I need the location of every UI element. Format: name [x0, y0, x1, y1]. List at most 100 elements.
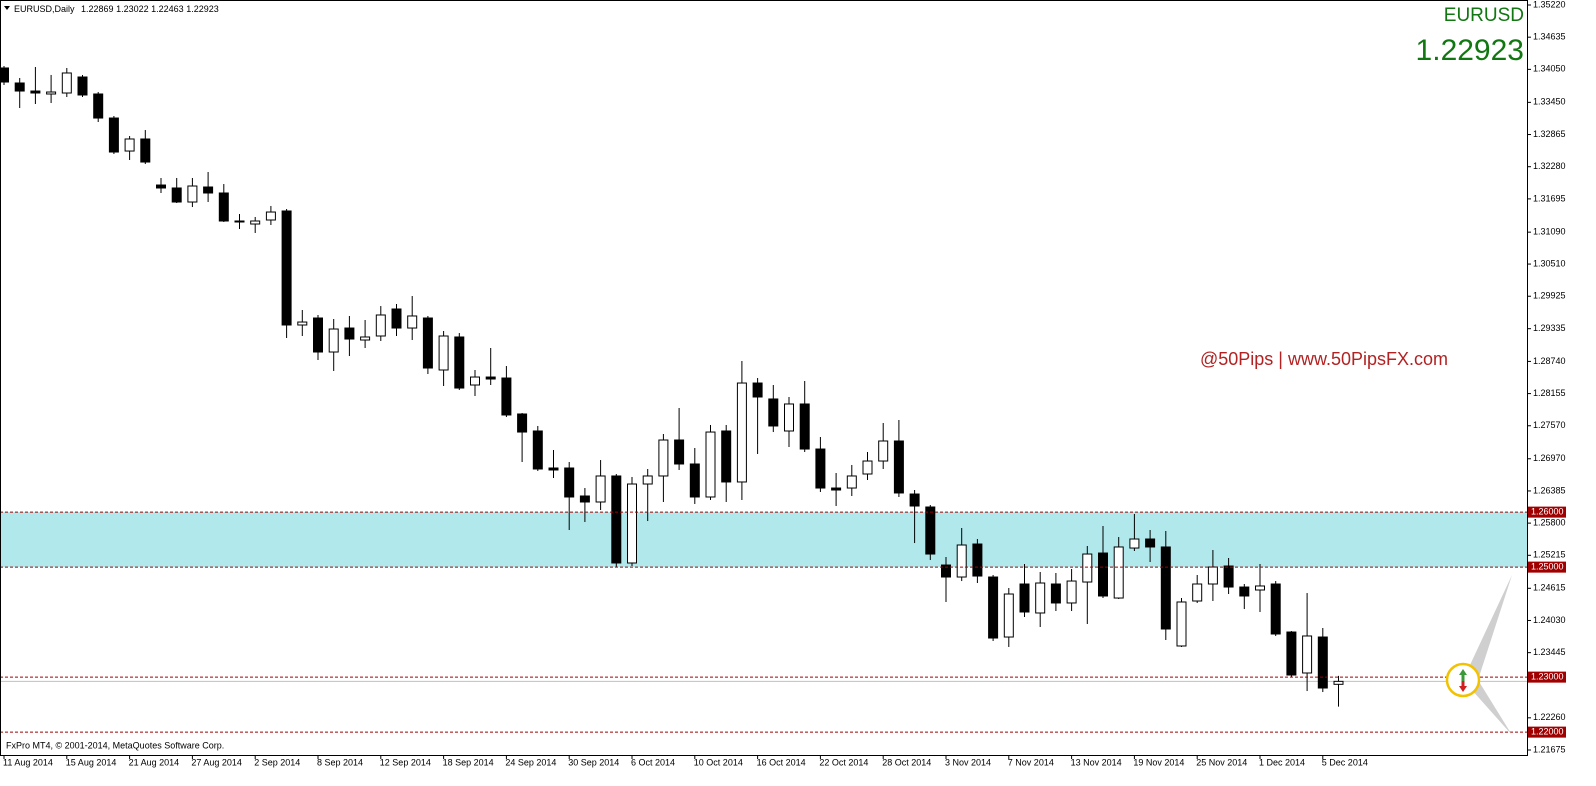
candle-body — [532, 430, 543, 470]
x-tick-label: 11 Aug 2014 — [3, 757, 53, 767]
candle-body — [265, 211, 276, 221]
candle-body — [627, 483, 637, 564]
candle-body — [501, 377, 512, 416]
y-tick-label: 1.31695 — [1533, 193, 1566, 203]
candle-body — [234, 220, 245, 223]
candle-body — [705, 431, 716, 498]
candle-body — [61, 72, 72, 94]
x-tick-label: 13 Nov 2014 — [1071, 757, 1122, 767]
candle-body — [140, 138, 151, 163]
candle-body — [407, 315, 418, 329]
candle-body — [1239, 586, 1250, 597]
candle-body — [595, 475, 606, 503]
candle-body — [46, 91, 57, 95]
x-tick-label: 18 Sep 2014 — [443, 757, 494, 767]
y-tick-label: 1.31090 — [1533, 227, 1566, 237]
axis-layer: 1.35220 1.34635 1.34050 1.33450 1.32865 1.322… — [0, 0, 1566, 767]
candle-body — [1035, 582, 1046, 614]
y-tick-label: 1.29925 — [1533, 291, 1566, 301]
x-tick-label: 7 Nov 2014 — [1008, 757, 1054, 767]
candle-body — [1113, 546, 1124, 599]
footer: FxPro MT4, © 2001-2014, MetaQuotes Softw… — [6, 740, 224, 750]
candle-body — [658, 439, 669, 477]
price-zone — [0, 512, 1527, 568]
candle-body — [470, 376, 480, 386]
header-open: 1.22869 — [81, 4, 114, 14]
candle-body — [1223, 565, 1234, 588]
candle-body — [171, 187, 182, 203]
candle-body — [1129, 538, 1140, 549]
candle-body — [30, 90, 41, 94]
y-tick-label: 1.32280 — [1533, 161, 1566, 171]
candle-body — [1098, 552, 1108, 597]
x-tick-label: 12 Sep 2014 — [380, 757, 431, 767]
candle-body — [1317, 636, 1328, 689]
header-close: 1.22923 — [186, 4, 219, 14]
y-tick-label: 1.24030 — [1533, 615, 1566, 625]
candle-body — [517, 413, 528, 433]
y-tick-label: 1.25800 — [1533, 517, 1566, 527]
y-tick-label: 1.21675 — [1533, 744, 1566, 754]
overlay-layer: 1.26000 1.25000 1.23000 1.22000 — [0, 506, 1566, 738]
level-tag — [1528, 726, 1566, 738]
candle-body — [956, 544, 967, 578]
candle-body — [752, 382, 763, 398]
candle-body — [642, 475, 653, 485]
x-tick-label: 6 Oct 2014 — [631, 757, 675, 767]
candle-body — [1333, 680, 1344, 685]
candle-body — [548, 467, 559, 471]
x-tick-label: 22 Oct 2014 — [819, 757, 868, 767]
menu-arrow — [4, 6, 10, 10]
candle-body — [893, 440, 904, 494]
zone-layer — [0, 512, 1527, 568]
chart-title: EURUSD,Daily — [14, 4, 75, 14]
x-tick-label: 8 Sep 2014 — [317, 757, 363, 767]
candle-body — [124, 138, 135, 152]
candle-body — [721, 430, 732, 483]
candle-body — [1270, 583, 1281, 635]
level-label: 1.23000 — [1531, 671, 1564, 681]
signal-wing — [1463, 575, 1512, 735]
plot-frame — [0, 0, 1528, 756]
candle-body — [988, 576, 999, 639]
candle-body — [344, 327, 355, 340]
candle-body — [250, 220, 261, 225]
up-arrow — [1459, 669, 1467, 681]
y-tick-label: 1.27570 — [1533, 420, 1566, 430]
level-tag — [1528, 561, 1566, 573]
watermark: @50Pips | www.50PipsFX.com — [1200, 349, 1448, 369]
y-tick-label: 1.33450 — [1533, 97, 1566, 107]
candle-body — [909, 493, 920, 507]
candle-body — [360, 336, 371, 341]
header-low: 1.22463 — [151, 4, 184, 14]
candle-body — [1207, 566, 1218, 585]
candle-body — [93, 93, 104, 119]
candle-body — [375, 314, 386, 337]
candle-body — [1050, 583, 1061, 604]
candle-body — [187, 185, 198, 203]
candle-body — [391, 308, 402, 329]
candle-body — [218, 192, 229, 222]
candle-body — [1192, 583, 1203, 602]
candle-body — [925, 506, 936, 555]
y-tick-label: 1.30510 — [1533, 258, 1566, 268]
y-tick-label: 1.22260 — [1533, 712, 1566, 722]
level-tag — [1528, 506, 1566, 518]
candle-body — [736, 382, 747, 483]
candle-body — [14, 82, 25, 92]
level-label: 1.26000 — [1531, 506, 1564, 516]
candle-body — [438, 335, 449, 371]
candle-body — [579, 495, 590, 503]
candle-body — [1145, 538, 1156, 548]
candle-body — [689, 463, 700, 498]
candle-body — [862, 460, 873, 475]
candle-body — [1286, 631, 1297, 676]
candle-body — [1255, 585, 1265, 591]
candle-body — [328, 328, 339, 353]
y-tick-label: 1.25215 — [1533, 550, 1566, 560]
candle-body — [564, 467, 575, 498]
candle-body — [878, 440, 889, 462]
candle-body — [611, 475, 622, 564]
candle-body — [1066, 580, 1077, 604]
candle-body — [422, 317, 433, 369]
